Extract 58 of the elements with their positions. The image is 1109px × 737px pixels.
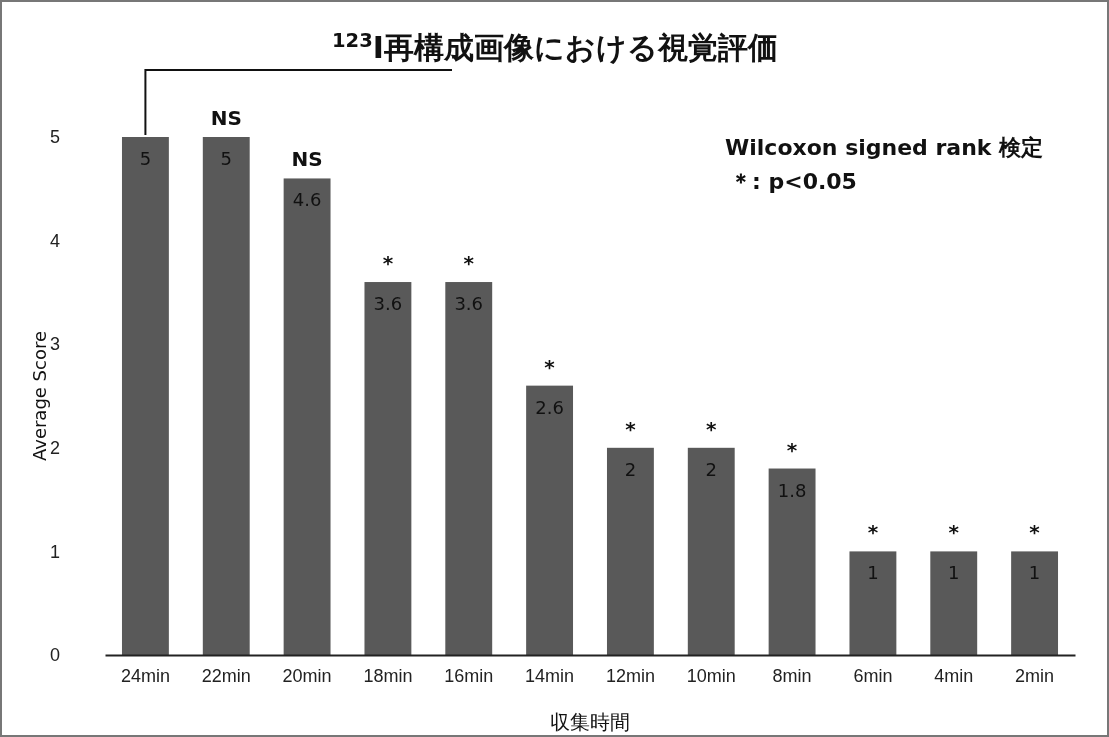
y-tick-label: 4 <box>49 230 60 251</box>
bar <box>283 178 331 655</box>
annotation: * <box>544 354 556 379</box>
data-label: 2 <box>705 458 717 480</box>
annotation: NS <box>291 147 323 172</box>
x-tick-label: 6min <box>853 665 893 686</box>
annotation: * <box>706 416 718 441</box>
data-label: 2 <box>624 458 637 480</box>
bar <box>849 551 897 655</box>
x-tick-label: 16min <box>444 665 494 686</box>
annotation: * <box>463 251 475 276</box>
bar <box>930 551 978 655</box>
y-tick-label: 2 <box>49 438 60 459</box>
data-label: 1 <box>948 562 960 584</box>
data-label: 3.6 <box>454 293 484 315</box>
bar <box>526 385 574 655</box>
x-tick-label: 2min <box>1015 665 1055 686</box>
annotation: NS <box>210 106 242 130</box>
annotation: * <box>867 520 879 545</box>
y-tick-label: 3 <box>49 334 60 355</box>
y-axis-title: Average Score <box>29 330 50 462</box>
annotation: * <box>948 520 960 545</box>
x-tick-label: 4min <box>934 665 974 686</box>
annotation: ＊: p<0.05 <box>730 169 857 194</box>
data-label: 1 <box>867 562 879 584</box>
x-tick-label: 22min <box>201 665 251 686</box>
bar <box>1011 551 1059 655</box>
y-tick-label: 5 <box>49 127 60 148</box>
data-label: 2.6 <box>535 396 564 418</box>
data-label: 1 <box>1028 562 1041 584</box>
data-label: 4.6 <box>292 189 322 211</box>
bar <box>202 137 250 655</box>
x-tick-label: 12min <box>605 665 655 686</box>
x-tick-label: 8min <box>772 665 812 686</box>
annotation: * <box>786 437 798 462</box>
bar <box>121 137 169 655</box>
y-tick-label: 1 <box>49 541 60 562</box>
x-tick-label: 10min <box>686 665 736 686</box>
data-label: 3.6 <box>373 293 403 315</box>
y-tick-label: 0 <box>49 645 60 666</box>
bar <box>687 447 735 655</box>
annotation: * <box>1029 520 1041 545</box>
x-tick-label: 18min <box>363 665 413 686</box>
bar <box>768 468 816 655</box>
annotation: * <box>625 416 637 441</box>
data-label: 1.8 <box>777 479 807 501</box>
chart-title: $^{123}$I再構成画像における視覚評価 <box>332 28 778 65</box>
bar <box>606 447 654 655</box>
annotation: Wilcoxon signed rank 検定 <box>725 135 1044 160</box>
x-tick-label: 24min <box>120 665 170 686</box>
bar <box>445 282 493 655</box>
bar <box>364 282 412 655</box>
x-tick-label: 20min <box>282 665 332 686</box>
data-label: 5 <box>139 148 152 169</box>
annotation: * <box>382 251 394 276</box>
x-axis-title: 収集時間 <box>550 710 630 734</box>
x-tick-label: 14min <box>525 665 575 686</box>
data-label: 5 <box>220 148 232 169</box>
